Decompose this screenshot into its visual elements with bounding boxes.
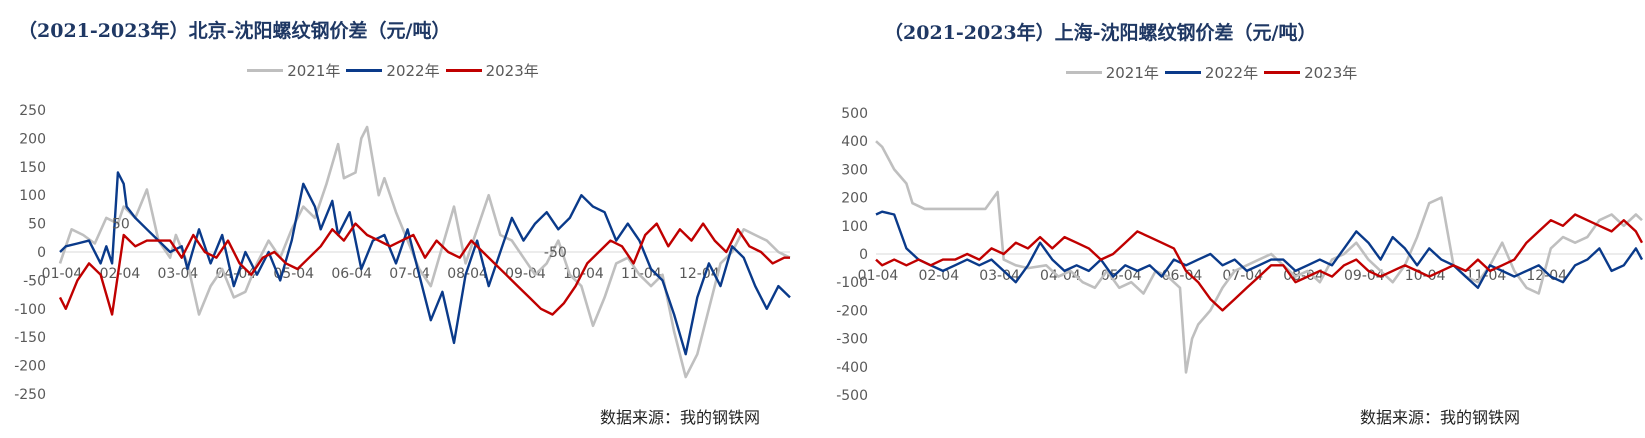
legend-item-2021: 2021年 (1065, 62, 1159, 83)
x-tick-label: 08-04 (447, 266, 488, 282)
chart-title: （2021-2023年）上海-沈阳螺纹钢价差（元/吨） (884, 22, 1317, 44)
legend-swatch-2021 (1065, 71, 1102, 74)
legend-item-2022: 2022年 (1164, 62, 1259, 83)
legend-item-2023: 2023年 (1264, 62, 1357, 83)
chart-legend: 2021年 2022年 2023年 (800, 62, 1623, 83)
legend-swatch-2023 (1264, 71, 1301, 74)
legend-swatch-2022 (1164, 71, 1201, 74)
y-tick-label: -250 (14, 387, 46, 403)
legend-swatch-2022 (346, 69, 383, 72)
beijing-shenyang-plot: 250 200 150 100 50 0 -50 -100 -150 -200 -250 01-04 0… (14, 103, 791, 403)
legend-swatch-2021 (247, 69, 284, 72)
legend-label-2022: 2022年 (386, 62, 440, 80)
legend-item-2021: 2021年 (247, 60, 340, 81)
y-tick-label: -100 (836, 275, 868, 291)
series-line-2021 (58, 125, 791, 379)
x-tick-label: 01-04 (42, 266, 83, 282)
chart-title: （2021-2023年）北京-沈阳螺纹钢价差（元/吨） (18, 20, 451, 42)
x-tick-label: 03-04 (979, 268, 1020, 284)
y-tick-label: -150 (14, 330, 46, 346)
data-annotation: 50 (112, 217, 130, 233)
shanghai-shenyang-chart-panel: （2021-2023年）上海-沈阳螺纹钢价差（元/吨） 2021年 2022年 … (822, 0, 1645, 438)
y-tick-label: 0 (37, 245, 46, 261)
y-tick-label: 250 (19, 103, 46, 119)
beijing-shenyang-chart-panel: （2021-2023年）北京-沈阳螺纹钢价差（元/吨） 2021年 2022年 … (0, 0, 822, 438)
data-source: 数据来源：我的钢铁网 (600, 408, 761, 427)
y-tick-label: -50 (23, 273, 46, 289)
x-tick-label: 02-04 (100, 266, 141, 282)
y-tick-label: 500 (841, 106, 868, 122)
series-line-2022 (59, 171, 791, 356)
y-tick-label: 200 (841, 191, 868, 207)
x-tick-label: 06-04 (331, 266, 372, 282)
legend-label-2021: 2021年 (287, 62, 341, 80)
legend-label-2023: 2023年 (485, 62, 539, 80)
x-tick-label: 12-04 (679, 266, 720, 282)
legend-item-2022: 2022年 (346, 60, 440, 81)
y-tick-label: 100 (841, 219, 868, 235)
series-line-2022 (875, 210, 1644, 289)
y-tick-label: 0 (859, 247, 868, 263)
data-annotation: -50 (544, 245, 567, 261)
legend-label-2023: 2023年 (1304, 64, 1358, 82)
y-tick-label: -500 (836, 388, 868, 404)
legend-label-2021: 2021年 (1105, 64, 1159, 82)
legend-label-2022: 2022年 (1204, 64, 1259, 82)
y-tick-label: 300 (841, 162, 868, 178)
x-tick-label: 09-04 (505, 266, 546, 282)
legend-item-2023: 2023年 (445, 60, 539, 81)
shanghai-shenyang-plot: 500 400 300 200 100 0 -100 -200 -300 -400 -500 01-0… (836, 106, 1644, 404)
y-tick-label: -100 (14, 302, 46, 318)
y-tick-label: -200 (836, 303, 868, 319)
y-tick-label: 50 (28, 217, 46, 233)
y-tick-label: 200 (19, 131, 46, 147)
y-tick-label: -200 (14, 359, 46, 375)
y-tick-label: 150 (19, 160, 46, 176)
x-tick-label: 01-04 (858, 268, 899, 284)
data-source: 数据来源：我的钢铁网 (1360, 408, 1521, 427)
series-line-2023 (875, 213, 1644, 312)
legend-swatch-2023 (445, 69, 482, 72)
series-line-2023 (58, 222, 790, 316)
x-tick-label: 09-04 (1344, 268, 1385, 284)
y-tick-label: -400 (836, 360, 868, 376)
y-tick-label: 100 (19, 188, 46, 204)
y-tick-label: 400 (841, 134, 868, 150)
y-tick-label: -300 (836, 332, 868, 348)
series-line-2021 (875, 140, 1643, 374)
x-tick-label: 02-04 (918, 268, 959, 284)
chart-legend: 2021年 2022年 2023年 (0, 60, 804, 81)
